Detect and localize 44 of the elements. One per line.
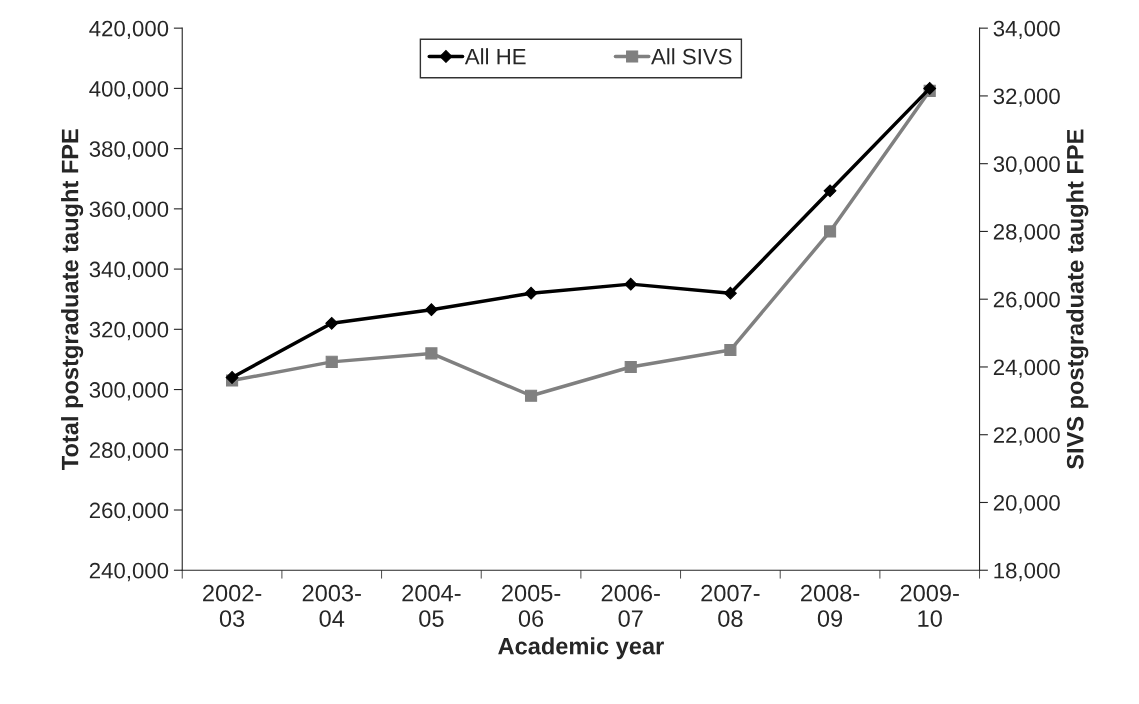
point bbox=[325, 355, 338, 368]
x-tick-label: 2005- 06 bbox=[502, 584, 561, 627]
legend-label: All HE bbox=[464, 48, 526, 65]
y-tick-label: 260,000 bbox=[89, 502, 169, 521]
point bbox=[823, 184, 837, 198]
y2-tick-label: 20,000 bbox=[993, 495, 1060, 514]
legend-label: All SIVS bbox=[651, 48, 732, 65]
x-tick-label: 2004- 05 bbox=[402, 584, 461, 627]
y2-tick-label: 32,000 bbox=[993, 88, 1060, 107]
y-axis-title: Total postgraduate taught FPE bbox=[61, 129, 84, 470]
y-tick-label: 420,000 bbox=[89, 20, 169, 40]
y-tick-label: 400,000 bbox=[89, 80, 169, 100]
x-axis-title: Academic year bbox=[498, 637, 664, 660]
y-tick-label: 360,000 bbox=[89, 201, 169, 220]
y-tick-label: 380,000 bbox=[89, 141, 169, 160]
x-tick-label: 2002- 03 bbox=[203, 584, 262, 627]
point bbox=[624, 360, 637, 374]
x-tick-label: 2008- 09 bbox=[801, 584, 860, 627]
y2-axis-title: SIVS postgraduate taught FPE bbox=[1066, 129, 1089, 470]
y2-tick-label: 24,000 bbox=[993, 359, 1060, 378]
point bbox=[325, 316, 339, 330]
y-tick-label: 240,000 bbox=[89, 562, 169, 582]
y2-tick-label: 22,000 bbox=[993, 427, 1060, 446]
point bbox=[624, 277, 638, 291]
y2-tick-label: 30,000 bbox=[993, 156, 1060, 175]
y2-tick-label: 28,000 bbox=[993, 223, 1060, 243]
y-tick-label: 320,000 bbox=[89, 321, 169, 341]
point bbox=[424, 303, 438, 317]
point bbox=[524, 286, 538, 300]
point bbox=[823, 225, 837, 238]
y2-tick-label: 34,000 bbox=[993, 20, 1060, 40]
point bbox=[425, 347, 438, 360]
x-tick-label: 2009- 10 bbox=[900, 584, 959, 627]
y-tick-label: 300,000 bbox=[89, 382, 169, 401]
point bbox=[724, 343, 737, 357]
y2-tick-label: 18,000 bbox=[994, 562, 1060, 582]
x-tick-label: 2006- 07 bbox=[601, 584, 660, 627]
point bbox=[524, 389, 538, 402]
x-tick-label: 2003- 04 bbox=[302, 584, 361, 627]
y2-tick-label: 26,000 bbox=[993, 291, 1060, 311]
y-tick-label: 340,000 bbox=[89, 261, 169, 280]
y-tick-label: 280,000 bbox=[89, 442, 169, 461]
point bbox=[723, 286, 737, 300]
x-tick-label: 2007- 08 bbox=[701, 584, 760, 627]
